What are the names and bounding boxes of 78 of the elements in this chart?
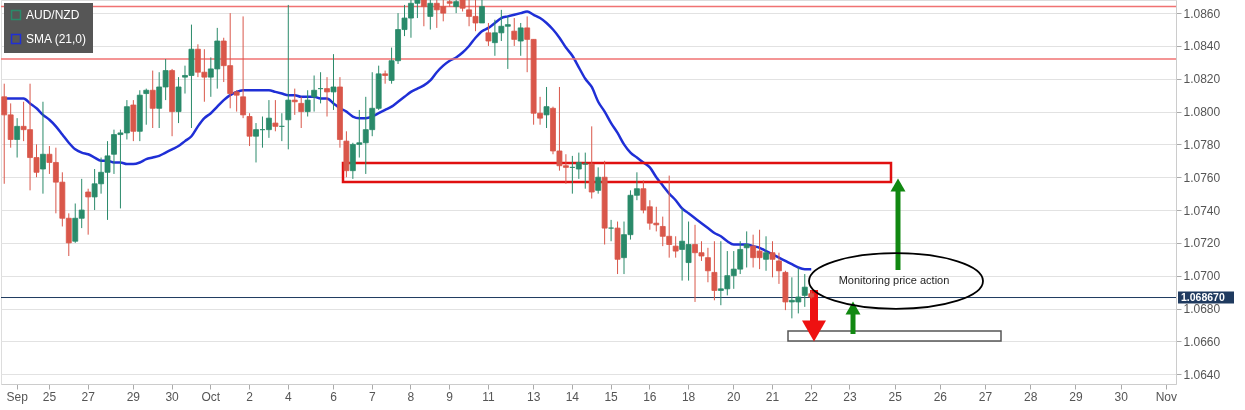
candlestick bbox=[311, 74, 318, 113]
x-tick-label: 16 bbox=[643, 389, 657, 404]
legend-label: SMA (21,0) bbox=[26, 32, 87, 46]
candlestick bbox=[705, 247, 711, 283]
y-tick-label: 1.0800 bbox=[1183, 105, 1221, 120]
x-tick-label: 21 bbox=[765, 389, 780, 404]
x-tick-label: 20 bbox=[727, 389, 741, 404]
candlestick bbox=[511, 17, 518, 47]
x-tick-label: Nov bbox=[1155, 389, 1177, 404]
x-tick-label: 15 bbox=[604, 389, 619, 404]
candlestick bbox=[382, 70, 389, 85]
x-tick-label: 23 bbox=[843, 389, 857, 404]
x-tick-label: Oct bbox=[201, 389, 221, 404]
y-tick-label: 1.0700 bbox=[1183, 269, 1221, 284]
x-tick-label: 9 bbox=[446, 389, 454, 404]
ref-line-label: 1.068670 bbox=[1181, 290, 1225, 303]
candlestick bbox=[420, 0, 427, 27]
candlestick bbox=[769, 240, 776, 278]
y-tick-label: 1.0820 bbox=[1183, 72, 1221, 87]
candlestick bbox=[324, 76, 330, 118]
x-tick-label: 14 bbox=[565, 389, 580, 404]
x-tick-label: 27 bbox=[978, 389, 993, 404]
candlestick bbox=[298, 96, 305, 129]
annotation: Monitoring price action bbox=[838, 274, 950, 286]
x-tick-label: 29 bbox=[1069, 389, 1083, 404]
x-tick-label: 7 bbox=[368, 389, 376, 404]
candlestick bbox=[711, 240, 718, 301]
candlestick bbox=[763, 235, 769, 272]
candlestick bbox=[801, 273, 808, 308]
candlestick bbox=[85, 188, 92, 236]
candlestick bbox=[149, 70, 156, 129]
legend-label: AUD/NZD bbox=[26, 8, 80, 22]
x-tick-label: 11 bbox=[482, 389, 495, 404]
candlestick bbox=[240, 15, 246, 119]
x-tick-label: 25 bbox=[888, 389, 903, 404]
y-tick-label: 1.0760 bbox=[1183, 170, 1221, 185]
y-tick-label: 1.0840 bbox=[1183, 39, 1221, 54]
candlestick bbox=[40, 101, 46, 195]
x-tick-label: Sep bbox=[6, 389, 29, 404]
x-tick-label: 8 bbox=[407, 389, 415, 404]
x-tick-label: 2 bbox=[246, 389, 254, 404]
x-tick-label: 29 bbox=[126, 389, 141, 404]
candlestick bbox=[272, 99, 279, 132]
y-tick-label: 1.0780 bbox=[1183, 137, 1221, 152]
candlestick bbox=[143, 88, 150, 126]
candlestick bbox=[543, 86, 550, 129]
candlestick bbox=[291, 88, 298, 116]
x-tick-label: 28 bbox=[1024, 389, 1038, 404]
y-tick-label: 1.0640 bbox=[1183, 367, 1221, 382]
x-tick-label: 22 bbox=[804, 389, 819, 404]
candlestick bbox=[517, 22, 524, 57]
candlestick bbox=[246, 112, 253, 147]
x-tick-label: 30 bbox=[1114, 389, 1129, 404]
candlestick bbox=[608, 219, 614, 242]
x-tick-label: 30 bbox=[165, 389, 180, 404]
x-tick-label: 13 bbox=[526, 389, 541, 404]
candlestick bbox=[776, 252, 782, 285]
x-tick-label: 18 bbox=[681, 389, 696, 404]
y-tick-label: 1.0680 bbox=[1183, 302, 1221, 317]
candlestick bbox=[595, 166, 602, 195]
y-tick-label: 1.0860 bbox=[1183, 6, 1221, 21]
candlestick bbox=[672, 235, 679, 259]
y-tick-label: 1.0720 bbox=[1183, 236, 1221, 251]
candlestick bbox=[485, 22, 492, 47]
candlestick bbox=[14, 117, 21, 159]
candlestick bbox=[743, 230, 750, 268]
candlestick bbox=[330, 53, 337, 111]
x-tick-label: 4 bbox=[284, 389, 292, 404]
x-tick-label: 6 bbox=[330, 389, 338, 404]
x-tick-label: 27 bbox=[81, 389, 96, 404]
candlestick bbox=[304, 89, 311, 118]
candlestick bbox=[427, 0, 434, 31]
x-tick-label: 26 bbox=[933, 389, 948, 404]
y-tick-label: 1.0740 bbox=[1183, 203, 1221, 218]
candlestick bbox=[479, 0, 485, 24]
x-tick-label: 25 bbox=[42, 389, 57, 404]
candlestick bbox=[285, 4, 292, 150]
y-tick-label: 1.0660 bbox=[1183, 334, 1221, 349]
